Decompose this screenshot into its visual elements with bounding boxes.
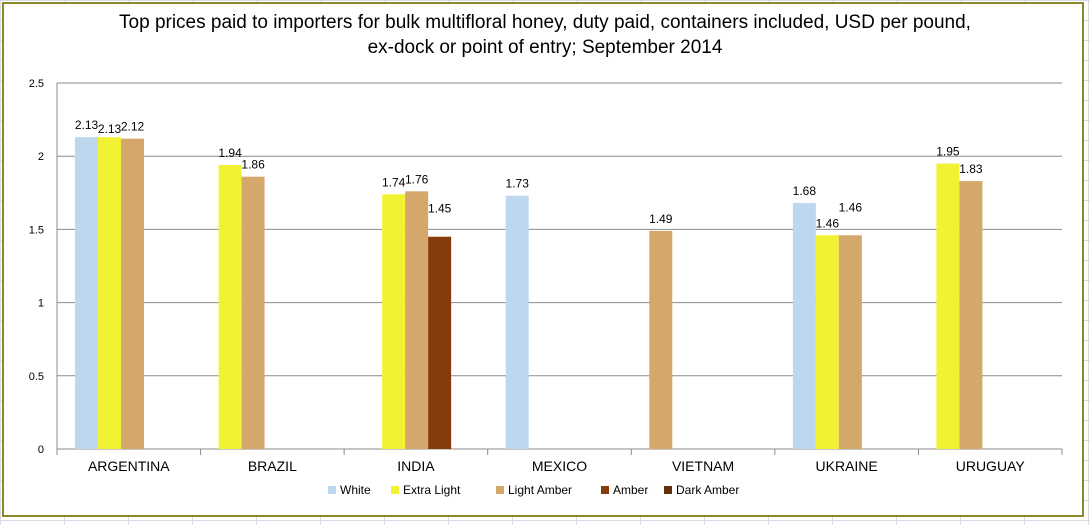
data-label: 1.46 <box>839 200 863 214</box>
legend-swatch <box>601 486 609 494</box>
data-label: 1.45 <box>428 202 452 216</box>
x-tick-label: ARGENTINA <box>88 458 170 474</box>
y-tick-label: 0.5 <box>29 371 44 383</box>
legend-label: Extra Light <box>403 483 461 497</box>
data-label: 1.86 <box>241 158 265 172</box>
bar <box>75 137 98 449</box>
bar <box>936 163 960 449</box>
x-tick-label: VIETNAM <box>672 458 734 474</box>
legend-label: Dark Amber <box>676 483 739 497</box>
data-label: 1.94 <box>218 146 242 160</box>
bar <box>241 176 265 450</box>
legend-label: Light Amber <box>508 483 572 497</box>
legend-swatch <box>496 486 504 494</box>
y-tick-label: 2 <box>38 151 44 163</box>
x-tick-label: MEXICO <box>532 458 587 474</box>
bar <box>838 235 862 449</box>
legend-label: Amber <box>613 483 648 497</box>
data-label: 2.12 <box>121 120 145 134</box>
legend-swatch <box>391 486 399 494</box>
legend-label: White <box>340 483 371 497</box>
data-label: 1.76 <box>405 172 429 186</box>
data-label: 1.95 <box>936 145 960 159</box>
chart-title: Top prices paid to importers for bulk mu… <box>119 12 971 58</box>
chart-area[interactable]: Top prices paid to importers for bulk mu… <box>2 2 1084 517</box>
x-tick-label: URUGUAY <box>956 458 1026 474</box>
bar <box>98 137 121 449</box>
bar <box>505 195 529 449</box>
bar <box>428 236 452 449</box>
bar <box>649 230 673 449</box>
y-tick-label: 1 <box>38 298 44 310</box>
data-label: 2.13 <box>98 122 122 136</box>
y-tick-label: 0 <box>38 444 44 456</box>
data-label: 1.73 <box>506 177 530 191</box>
data-label: 2.13 <box>75 118 99 132</box>
bar <box>121 138 144 449</box>
y-tick-label: 2.5 <box>29 78 44 90</box>
x-tick-label: UKRAINE <box>816 458 878 474</box>
bar-chart: 0 0.5 1 1.5 2 2.5 ARGENTINA BRAZIL INDIA MEXICO VI… <box>29 78 1063 497</box>
bar <box>815 235 839 449</box>
bar <box>792 203 816 449</box>
legend-swatch <box>664 486 672 494</box>
bar <box>218 164 242 449</box>
x-tick-label: BRAZIL <box>248 458 297 474</box>
data-label: 1.49 <box>649 212 673 226</box>
bar <box>959 181 983 449</box>
y-tick-label: 1.5 <box>29 224 44 236</box>
legend-swatch <box>328 486 336 494</box>
data-label: 1.46 <box>816 216 840 230</box>
data-label: 1.74 <box>382 175 406 189</box>
bar <box>382 194 406 449</box>
bar <box>405 191 429 449</box>
data-label: 1.83 <box>959 162 983 176</box>
x-tick-label: INDIA <box>397 458 435 474</box>
data-label: 1.68 <box>793 184 817 198</box>
